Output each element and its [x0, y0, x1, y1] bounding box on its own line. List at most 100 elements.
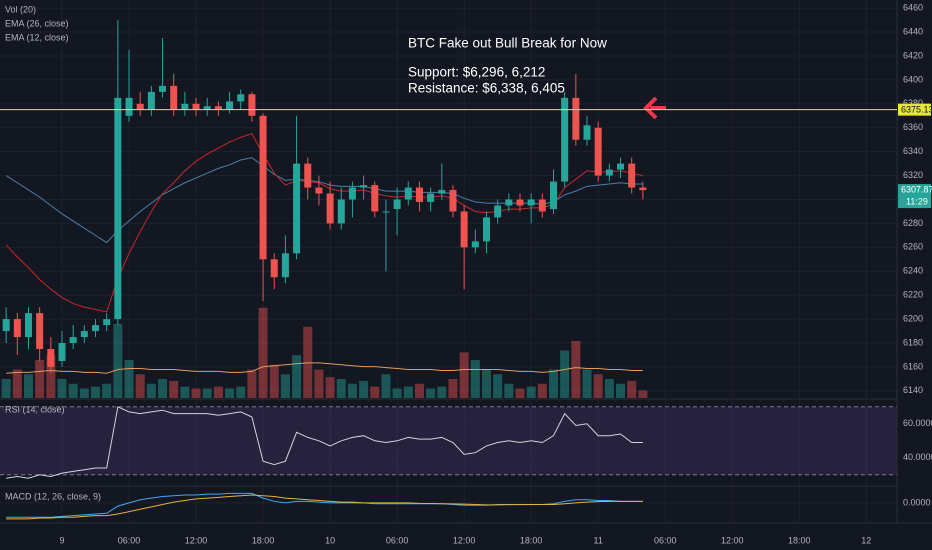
price-tag-label: 6307.87 [901, 184, 932, 194]
candle-body [427, 193, 435, 202]
volume-bar [57, 379, 67, 398]
candle-body [214, 106, 222, 110]
x-tick-label: 06:00 [386, 535, 409, 545]
candle-body [80, 331, 88, 338]
y-tick-label: 6180 [903, 337, 923, 347]
rsi-tick-label: 60.0000 [903, 418, 932, 428]
x-tick-label: 12:00 [721, 535, 744, 545]
volume-ma-line [6, 362, 643, 374]
candle-body [13, 319, 21, 338]
candle-body [527, 199, 535, 206]
candle-body [270, 259, 278, 278]
rsi-line [6, 406, 643, 479]
volume-bar [638, 390, 648, 398]
candle-body [628, 163, 636, 188]
candle-body [226, 101, 234, 110]
candle-body [159, 85, 167, 92]
candle-body [404, 187, 412, 200]
candle-body [58, 343, 66, 361]
volume-bar [46, 355, 56, 398]
y-tick-label: 6260 [903, 242, 923, 252]
x-tick-label: 12 [861, 535, 871, 545]
volume-bar [627, 380, 637, 398]
grid [0, 0, 897, 522]
volume-bar [604, 379, 614, 398]
volume-bar [202, 388, 212, 398]
y-tick-label: 6320 [903, 170, 923, 180]
volume-bar [448, 379, 458, 398]
y-tick-label: 6160 [903, 361, 923, 371]
volume-bar [381, 374, 391, 398]
candle-body [572, 97, 580, 140]
volume-bar [459, 352, 469, 398]
x-tick-label: 06:00 [118, 535, 141, 545]
volume-bar [414, 383, 424, 398]
candle-body [605, 169, 613, 176]
volume-bar [23, 374, 33, 398]
volume-bar [437, 386, 447, 398]
candle-body [482, 217, 490, 242]
candle-body [237, 94, 245, 102]
x-tick-label: 11 [594, 535, 603, 545]
y-tick-label: 6360 [903, 122, 923, 132]
volume-bar [336, 379, 346, 398]
volume-bar [102, 383, 112, 398]
candle-body [248, 94, 256, 116]
candle-body [281, 253, 289, 278]
volume-bar [35, 360, 45, 398]
candle-body [639, 187, 647, 191]
volume-bar [504, 383, 514, 398]
volume-bar [68, 383, 78, 398]
indicator-label: RSI (14, close) [5, 404, 65, 414]
candle-body [2, 319, 10, 332]
volume-bar [146, 383, 156, 398]
candle-body [181, 103, 189, 110]
volume-bar [91, 386, 101, 398]
volume-bar [124, 360, 134, 398]
volume-bar [347, 383, 357, 398]
volume-bar [526, 386, 536, 398]
volume-bar [392, 388, 402, 398]
candle-body [36, 313, 44, 350]
price-tag [898, 184, 931, 209]
volume-bar [180, 386, 190, 398]
candle-body [583, 125, 591, 140]
candle-body [337, 199, 345, 224]
volume-bar [292, 355, 302, 398]
ema-line [5, 157, 643, 244]
candle-body [293, 163, 301, 254]
volume-bar [79, 388, 89, 398]
volume-bar [158, 379, 168, 398]
candle-body [170, 85, 178, 110]
arrow [643, 96, 666, 120]
volume-bar [314, 369, 324, 398]
candle-body [192, 103, 200, 110]
x-tick-label: 9 [59, 535, 64, 545]
candle-body [103, 319, 111, 326]
candle-body [371, 185, 379, 212]
volume-bar [616, 383, 626, 398]
x-tick-label: 18:00 [252, 535, 275, 545]
volume-bar [582, 369, 592, 398]
volume-bar [549, 369, 559, 398]
y-tick-label: 6240 [903, 266, 923, 276]
signal-line [6, 494, 643, 520]
macd-tick-label: 0.0000 [903, 497, 931, 507]
volume-bar [571, 341, 581, 398]
countdown-label: 11:29 [906, 196, 928, 206]
volume-bar [426, 388, 436, 398]
candle-body [415, 187, 423, 202]
volume-bar [135, 374, 145, 398]
volume-bar [370, 386, 380, 398]
volume-bar [213, 386, 223, 398]
volume-bar [280, 374, 290, 398]
volume-bar [169, 380, 179, 398]
candle-body [382, 211, 390, 213]
volume-bar [12, 369, 22, 398]
x-tick-label: 10 [325, 535, 335, 545]
candle-body [393, 199, 401, 210]
x-tick-label: 06:00 [654, 535, 677, 545]
indicator-label: MACD (12, 26, close, 9) [5, 491, 101, 501]
y-tick-label: 6440 [903, 26, 923, 36]
